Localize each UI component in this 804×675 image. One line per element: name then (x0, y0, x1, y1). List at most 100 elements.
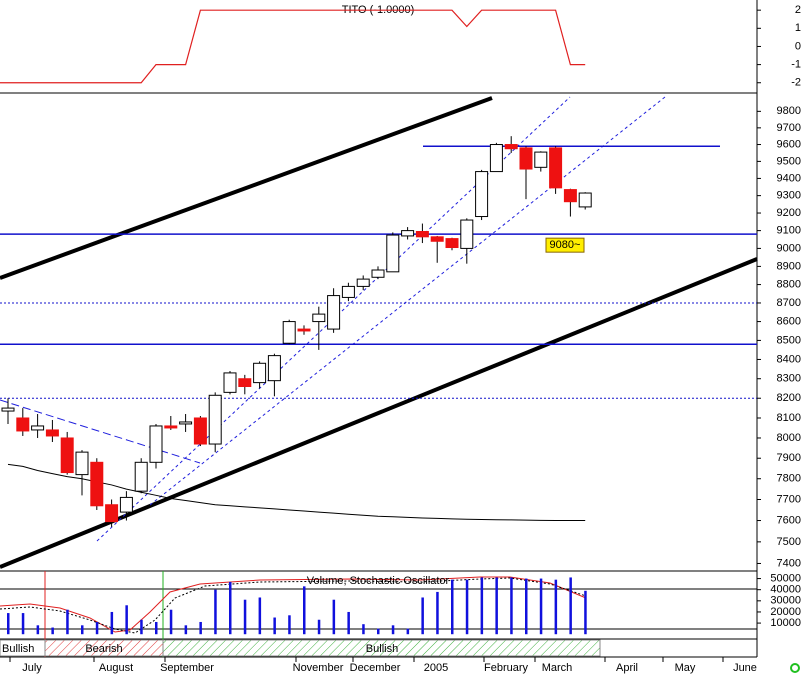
y-tick-label: 30000 (770, 595, 801, 607)
candle-body (90, 461, 104, 507)
candle-body (312, 313, 326, 323)
y-tick-label: 2 (795, 4, 801, 16)
volume-bar (184, 625, 188, 635)
candle-body (253, 362, 267, 384)
y-tick-label: 9000 (777, 242, 801, 254)
volume-bar (243, 599, 247, 635)
volume-bar (406, 628, 410, 635)
candle-body (460, 219, 474, 249)
signal-band (162, 639, 601, 657)
x-tick-label: April (616, 662, 638, 674)
x-tick-label: March (542, 662, 573, 674)
candle-body (504, 144, 518, 150)
annotation-box (545, 237, 585, 253)
signal-label: Bullish (366, 643, 398, 655)
y-tick-label: 20000 (770, 606, 801, 618)
y-tick-label: 8400 (777, 353, 801, 365)
y-tick-label: 9600 (777, 138, 801, 150)
candle-body (327, 295, 341, 330)
candle-body (164, 425, 178, 429)
y-tick-label: -2 (791, 77, 801, 89)
candle-body (1, 407, 15, 412)
candle-body (549, 147, 563, 189)
candle-body (60, 437, 74, 474)
volume-bar (66, 609, 69, 635)
signal-label: Bullish (2, 643, 34, 655)
volume-bar (332, 599, 336, 635)
volume-bar (258, 597, 262, 635)
candle-body (223, 372, 237, 393)
x-tick-label: February (484, 662, 529, 674)
volume-bar (451, 579, 454, 635)
volume-bar (81, 625, 84, 635)
x-tick-label: May (675, 662, 696, 674)
volume-bar (110, 611, 114, 635)
y-tick-label: 9200 (777, 207, 801, 219)
y-tick-label: 8600 (777, 315, 801, 327)
volume-bar (539, 578, 543, 635)
y-tick-label: 9300 (777, 190, 801, 202)
candle-body (119, 496, 133, 513)
candle-body (297, 328, 311, 332)
y-tick-label: -1 (791, 59, 801, 71)
candle-body (356, 278, 370, 287)
volume-bar (584, 590, 587, 635)
volume-bar (377, 628, 380, 635)
volume-bar (140, 619, 143, 635)
y-tick-label: 8200 (777, 392, 801, 404)
candle-body (341, 285, 355, 298)
x-tick-label: July (22, 662, 42, 674)
candle-body (208, 394, 222, 445)
candle-body (534, 151, 548, 168)
candle-body (75, 451, 89, 476)
y-tick-label: 8800 (777, 278, 801, 290)
volume-bar (125, 605, 128, 635)
channel-line (0, 399, 201, 464)
volume-bar (51, 627, 54, 635)
stochastic-line (0, 576, 587, 633)
y-tick-label: 8100 (777, 412, 801, 424)
y-tick-label: 9800 (777, 105, 801, 117)
x-tick-label: August (99, 662, 133, 674)
volume-bar (421, 597, 424, 635)
x-tick-label: November (293, 662, 344, 674)
trend-line (0, 96, 493, 280)
volume-bar (7, 613, 10, 635)
signal-label: Bearish (85, 643, 122, 655)
y-tick-label: 9100 (777, 225, 801, 237)
status-icon (790, 663, 800, 673)
candle-body (134, 461, 148, 492)
candle-body (105, 504, 119, 523)
candle-body (415, 231, 429, 238)
y-tick-label: 7600 (777, 514, 801, 526)
moving-average (7, 463, 586, 522)
volume-bar (199, 621, 202, 635)
volume-bar (229, 581, 232, 635)
volume-bar (480, 577, 484, 635)
x-tick-label: June (733, 662, 757, 674)
y-tick-label: 7900 (777, 452, 801, 464)
volume-bar (554, 579, 558, 635)
volume-bar (569, 577, 572, 635)
candle-body (578, 192, 592, 208)
volume-bar (525, 578, 528, 635)
volume-bar (273, 617, 276, 635)
panel-title: Volume, Stochastic Oscillator (307, 575, 450, 587)
y-tick-label: 7500 (777, 536, 801, 548)
volume-bar (169, 609, 173, 635)
volume-bar (317, 619, 321, 635)
y-tick-label: 8500 (777, 334, 801, 346)
stochastic-signal (0, 577, 587, 634)
volume-bar (303, 586, 306, 635)
annotation: 9080~ (550, 239, 581, 251)
volume-bar (510, 577, 513, 635)
y-tick-label: 7700 (777, 493, 801, 505)
candle-body (16, 417, 30, 432)
y-tick-label: 9700 (777, 122, 801, 134)
candle-body (563, 189, 577, 203)
x-tick-label: 2005 (424, 662, 448, 674)
candle-body (519, 147, 533, 170)
volume-bar (347, 611, 350, 635)
